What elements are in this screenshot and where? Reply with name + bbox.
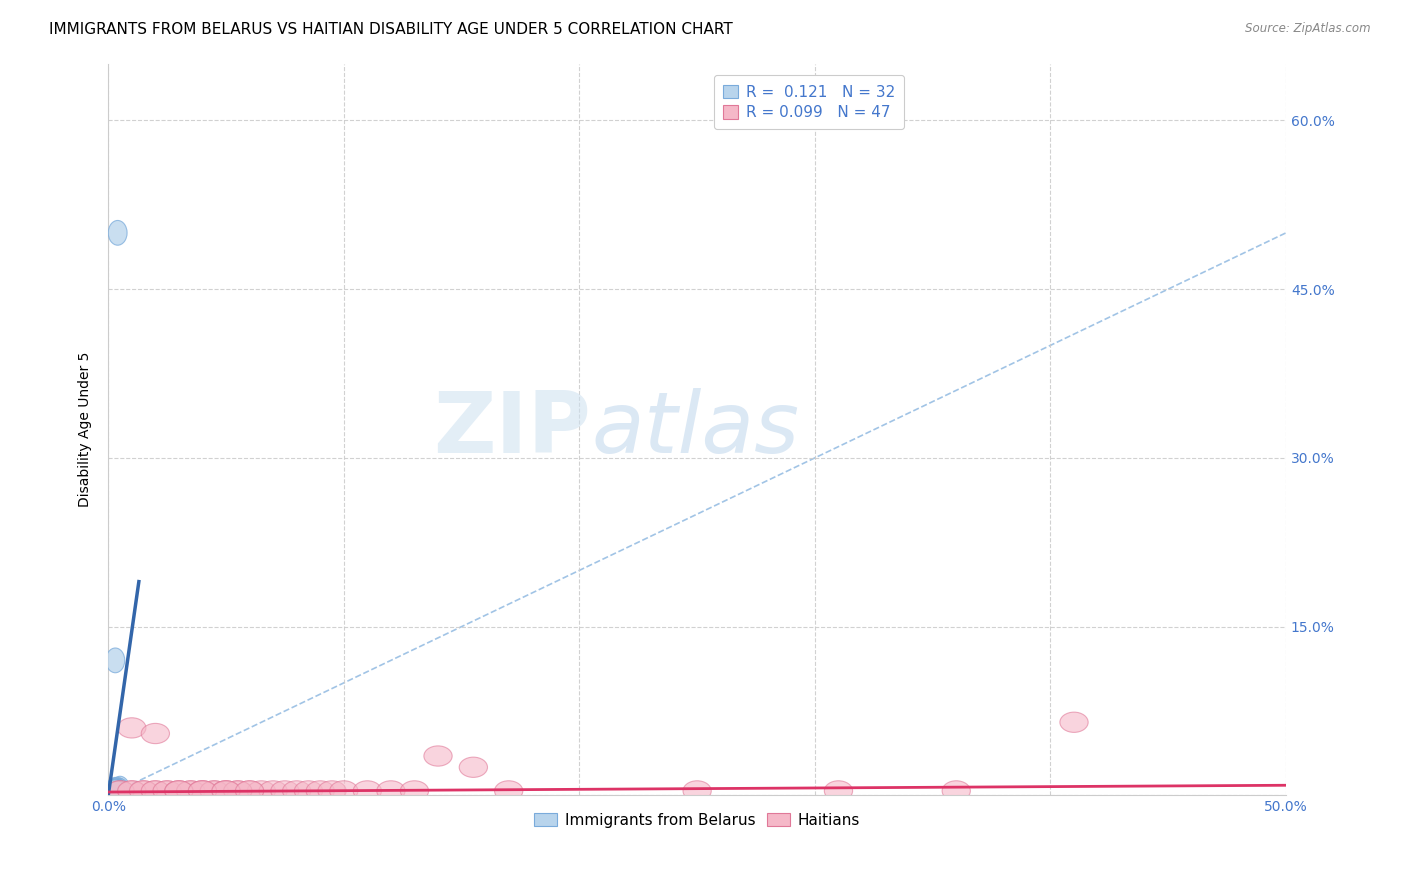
Ellipse shape (105, 648, 125, 673)
Ellipse shape (108, 780, 127, 805)
Ellipse shape (105, 780, 125, 805)
Ellipse shape (212, 780, 240, 801)
Ellipse shape (105, 780, 125, 805)
Ellipse shape (377, 780, 405, 801)
Ellipse shape (683, 780, 711, 801)
Ellipse shape (165, 780, 193, 801)
Ellipse shape (188, 780, 217, 801)
Ellipse shape (105, 780, 125, 805)
Ellipse shape (105, 779, 125, 804)
Ellipse shape (153, 780, 181, 801)
Ellipse shape (108, 780, 127, 805)
Ellipse shape (105, 780, 125, 805)
Ellipse shape (224, 780, 252, 801)
Ellipse shape (108, 778, 127, 802)
Ellipse shape (283, 780, 311, 801)
Ellipse shape (235, 780, 264, 801)
Ellipse shape (423, 746, 453, 766)
Ellipse shape (1060, 712, 1088, 732)
Ellipse shape (105, 780, 134, 801)
Ellipse shape (108, 779, 127, 804)
Ellipse shape (165, 780, 193, 801)
Ellipse shape (108, 220, 127, 245)
Ellipse shape (141, 780, 170, 801)
Ellipse shape (108, 780, 127, 805)
Ellipse shape (188, 780, 217, 801)
Ellipse shape (200, 780, 228, 801)
Ellipse shape (105, 780, 125, 805)
Ellipse shape (105, 780, 125, 805)
Ellipse shape (165, 780, 193, 801)
Ellipse shape (271, 780, 299, 801)
Ellipse shape (353, 780, 381, 801)
Ellipse shape (108, 780, 127, 805)
Text: IMMIGRANTS FROM BELARUS VS HAITIAN DISABILITY AGE UNDER 5 CORRELATION CHART: IMMIGRANTS FROM BELARUS VS HAITIAN DISAB… (49, 22, 733, 37)
Ellipse shape (105, 780, 134, 801)
Ellipse shape (118, 780, 146, 801)
Text: ZIP: ZIP (433, 388, 591, 471)
Ellipse shape (259, 780, 287, 801)
Ellipse shape (153, 780, 181, 801)
Ellipse shape (111, 779, 129, 804)
Ellipse shape (401, 780, 429, 801)
Ellipse shape (235, 780, 264, 801)
Ellipse shape (942, 780, 970, 801)
Ellipse shape (294, 780, 322, 801)
Ellipse shape (105, 780, 125, 805)
Ellipse shape (118, 718, 146, 738)
Ellipse shape (105, 780, 125, 805)
Legend: Immigrants from Belarus, Haitians: Immigrants from Belarus, Haitians (526, 805, 868, 835)
Ellipse shape (105, 780, 125, 805)
Ellipse shape (212, 780, 240, 801)
Ellipse shape (129, 780, 157, 801)
Ellipse shape (460, 757, 488, 778)
Ellipse shape (141, 780, 170, 801)
Ellipse shape (105, 780, 125, 805)
Ellipse shape (177, 780, 205, 801)
Ellipse shape (108, 780, 127, 805)
Ellipse shape (188, 780, 217, 801)
Ellipse shape (105, 779, 125, 804)
Ellipse shape (495, 780, 523, 801)
Ellipse shape (177, 780, 205, 801)
Ellipse shape (105, 780, 125, 805)
Ellipse shape (105, 780, 125, 805)
Ellipse shape (224, 780, 252, 801)
Ellipse shape (105, 780, 125, 805)
Ellipse shape (105, 780, 125, 805)
Ellipse shape (105, 780, 125, 805)
Ellipse shape (824, 780, 852, 801)
Ellipse shape (129, 780, 157, 801)
Ellipse shape (105, 780, 125, 805)
Ellipse shape (318, 780, 346, 801)
Ellipse shape (212, 780, 240, 801)
Ellipse shape (200, 780, 228, 801)
Ellipse shape (118, 780, 146, 801)
Ellipse shape (108, 780, 127, 805)
Ellipse shape (105, 780, 125, 805)
Text: atlas: atlas (591, 388, 799, 471)
Y-axis label: Disability Age Under 5: Disability Age Under 5 (79, 352, 93, 508)
Text: Source: ZipAtlas.com: Source: ZipAtlas.com (1246, 22, 1371, 36)
Ellipse shape (111, 776, 129, 801)
Ellipse shape (307, 780, 335, 801)
Ellipse shape (247, 780, 276, 801)
Ellipse shape (105, 778, 125, 802)
Ellipse shape (329, 780, 359, 801)
Ellipse shape (141, 723, 170, 744)
